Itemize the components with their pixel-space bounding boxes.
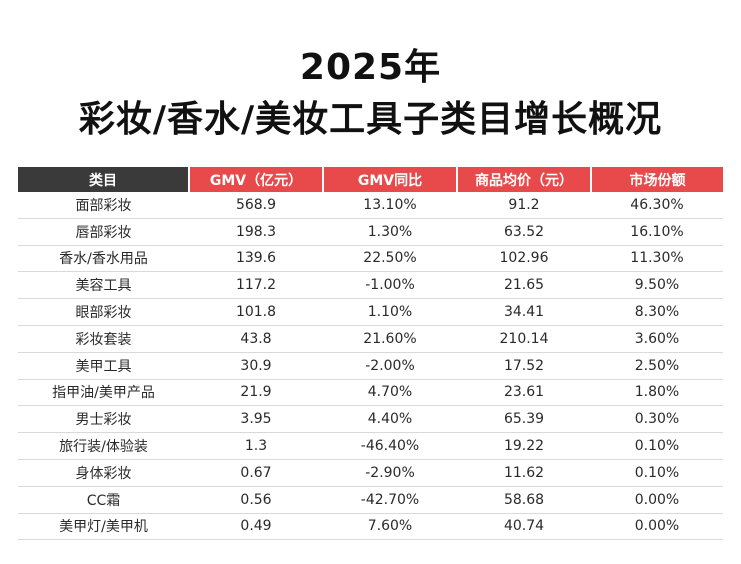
category-growth-table: 类目 GMV（亿元） GMV同比 商品均价（元） 市场份额 面部彩妆 568.9 1… (18, 167, 723, 541)
table-body: 面部彩妆 568.9 13.10% 91.2 46.30% 唇部彩妆 198.3 1.30% 6… (18, 192, 723, 541)
table-row: 美甲灯/美甲机 0.49 7.60% 40.74 0.00% (18, 513, 723, 541)
category-cell: 唇部彩妆 (18, 218, 189, 246)
gmv-yoy-cell: -46.40% (323, 432, 457, 460)
market-share-cell: 2.50% (591, 352, 723, 380)
avg-price-cell: 65.39 (457, 405, 591, 434)
category-cell: 男士彩妆 (18, 405, 189, 434)
table-row: 眼部彩妆 101.8 1.10% 34.41 8.30% (18, 298, 723, 326)
gmv-cell: 43.8 (189, 325, 323, 353)
avg-price-cell: 23.61 (457, 379, 591, 407)
table-row: CC霜 0.56 -42.70% 58.68 0.00% (18, 486, 723, 514)
gmv-yoy-cell: 7.60% (323, 513, 457, 541)
gmv-cell: 568.9 (189, 192, 323, 219)
avg-price-cell: 21.65 (457, 271, 591, 300)
market-share-cell: 46.30% (591, 192, 723, 219)
table-row: 香水/香水用品 139.6 22.50% 102.96 11.30% (18, 245, 723, 273)
table-row: 指甲油/美甲产品 21.9 4.70% 23.61 1.80% (18, 379, 723, 407)
category-cell: CC霜 (18, 486, 189, 514)
avg-price-cell: 34.41 (457, 298, 591, 326)
header-market-share: 市场份额 (590, 167, 723, 192)
avg-price-cell: 17.52 (457, 352, 591, 380)
avg-price-cell: 210.14 (457, 325, 591, 353)
market-share-cell: 8.30% (591, 298, 723, 326)
page-title-year: 2025年 (299, 47, 442, 88)
gmv-cell: 0.49 (189, 513, 323, 541)
gmv-cell: 3.95 (189, 405, 323, 434)
avg-price-cell: 91.2 (457, 192, 591, 219)
avg-price-cell: 40.74 (457, 513, 591, 541)
gmv-cell: 30.9 (189, 352, 323, 380)
category-cell: 眼部彩妆 (18, 298, 189, 326)
header-avg-price: 商品均价（元） (456, 167, 591, 192)
gmv-yoy-cell: 4.40% (323, 405, 457, 434)
gmv-yoy-cell: -42.70% (323, 486, 457, 514)
table-row: 旅行装/体验装 1.3 -46.40% 19.22 0.10% (18, 432, 723, 460)
header-gmv-yoy: GMV同比 (322, 167, 457, 192)
market-share-cell: 3.60% (591, 325, 723, 353)
gmv-cell: 139.6 (189, 245, 323, 273)
category-cell: 美甲工具 (18, 352, 189, 380)
gmv-yoy-cell: 1.10% (323, 298, 457, 326)
gmv-cell: 1.3 (189, 432, 323, 460)
category-cell: 香水/香水用品 (18, 245, 189, 273)
gmv-cell: 0.67 (189, 459, 323, 487)
gmv-yoy-cell: 13.10% (323, 192, 457, 219)
market-share-cell: 11.30% (591, 245, 723, 273)
avg-price-cell: 58.68 (457, 486, 591, 514)
gmv-yoy-cell: 22.50% (323, 245, 457, 273)
header-gmv: GMV（亿元） (188, 167, 323, 192)
table-row: 男士彩妆 3.95 4.40% 65.39 0.30% (18, 405, 723, 434)
header-category: 类目 (18, 167, 189, 192)
category-cell: 身体彩妆 (18, 459, 189, 487)
category-cell: 美容工具 (18, 271, 189, 300)
category-cell: 美甲灯/美甲机 (18, 513, 189, 541)
table-row: 美容工具 117.2 -1.00% 21.65 9.50% (18, 271, 723, 300)
market-share-cell: 0.10% (591, 432, 723, 460)
avg-price-cell: 63.52 (457, 218, 591, 246)
gmv-yoy-cell: -2.90% (323, 459, 457, 487)
market-share-cell: 0.00% (591, 513, 723, 541)
market-share-cell: 1.80% (591, 379, 723, 407)
table-row: 美甲工具 30.9 -2.00% 17.52 2.50% (18, 352, 723, 380)
gmv-cell: 21.9 (189, 379, 323, 407)
avg-price-cell: 11.62 (457, 459, 591, 487)
table-row: 身体彩妆 0.67 -2.90% 11.62 0.10% (18, 459, 723, 487)
page-title-subtitle: 彩妆/香水/美妆工具子类目增长概况 (78, 99, 663, 140)
gmv-cell: 117.2 (189, 271, 323, 300)
market-share-cell: 16.10% (591, 218, 723, 246)
market-share-cell: 0.10% (591, 459, 723, 487)
gmv-yoy-cell: 4.70% (323, 379, 457, 407)
market-share-cell: 0.30% (591, 405, 723, 434)
table-row: 唇部彩妆 198.3 1.30% 63.52 16.10% (18, 218, 723, 246)
market-share-cell: 0.00% (591, 486, 723, 514)
gmv-cell: 198.3 (189, 218, 323, 246)
category-cell: 旅行装/体验装 (18, 432, 189, 460)
gmv-yoy-cell: -2.00% (323, 352, 457, 380)
market-share-cell: 9.50% (591, 271, 723, 300)
table-header-row: 类目 GMV（亿元） GMV同比 商品均价（元） 市场份额 (18, 167, 723, 192)
gmv-yoy-cell: 1.30% (323, 218, 457, 246)
category-cell: 指甲油/美甲产品 (18, 379, 189, 407)
category-cell: 面部彩妆 (18, 192, 189, 219)
table-row: 彩妆套装 43.8 21.60% 210.14 3.60% (18, 325, 723, 353)
gmv-cell: 101.8 (189, 298, 323, 326)
avg-price-cell: 19.22 (457, 432, 591, 460)
gmv-cell: 0.56 (189, 486, 323, 514)
table-row: 面部彩妆 568.9 13.10% 91.2 46.30% (18, 192, 723, 219)
avg-price-cell: 102.96 (457, 245, 591, 273)
category-cell: 彩妆套装 (18, 325, 189, 353)
gmv-yoy-cell: 21.60% (323, 325, 457, 353)
gmv-yoy-cell: -1.00% (323, 271, 457, 300)
